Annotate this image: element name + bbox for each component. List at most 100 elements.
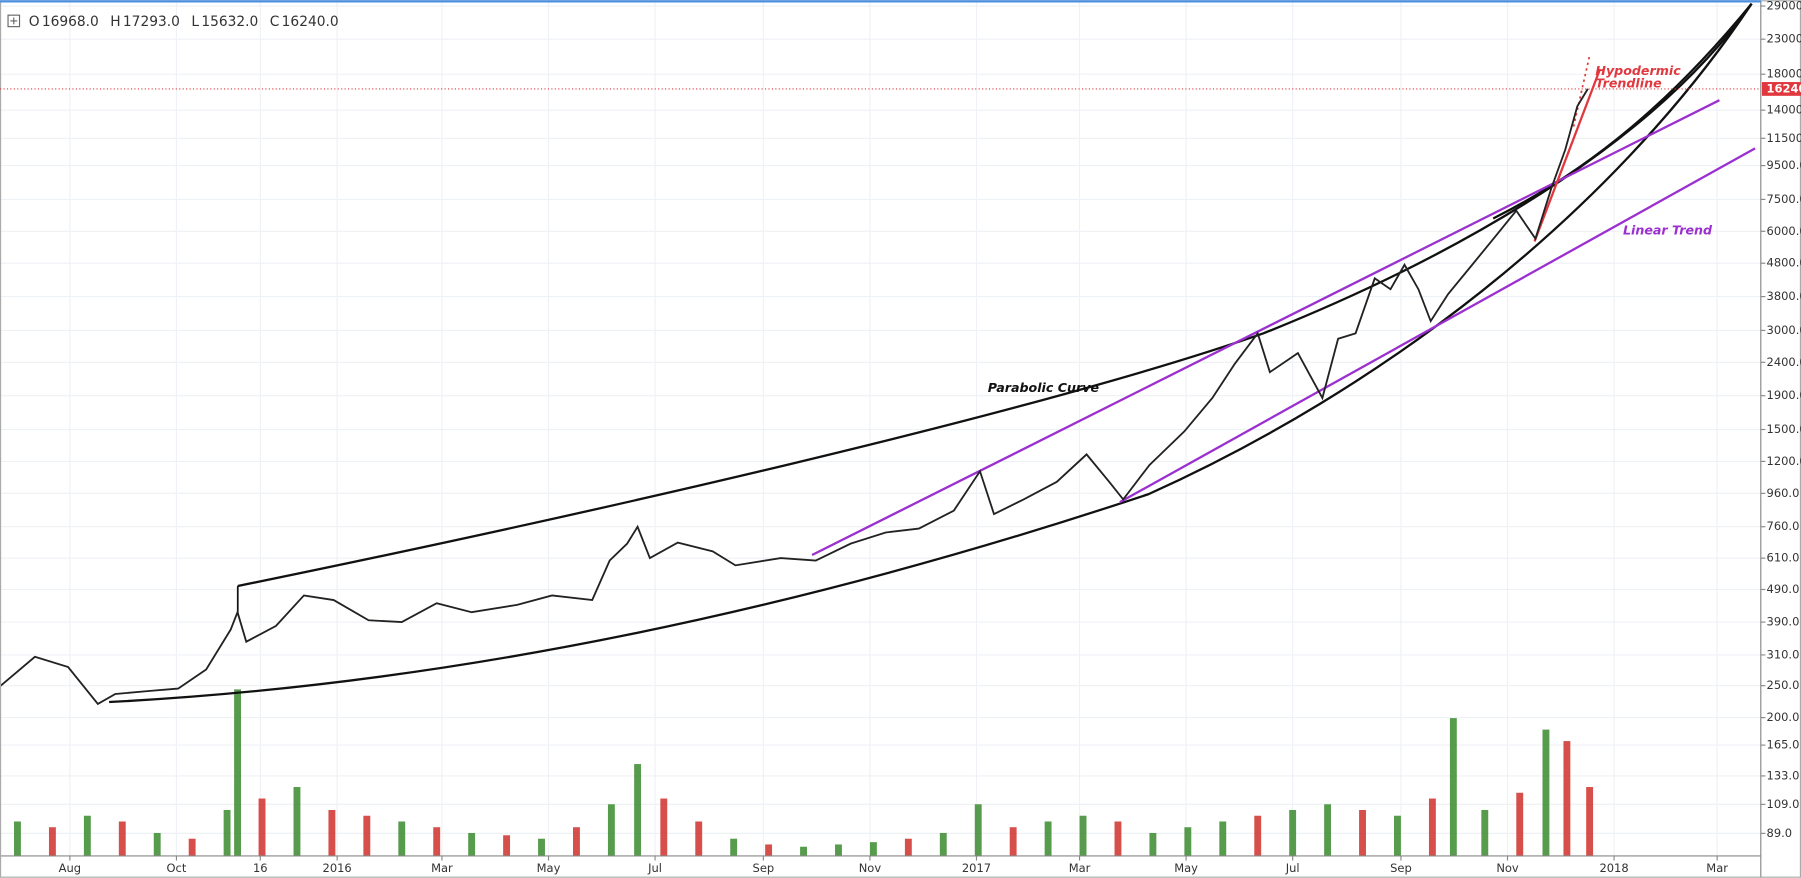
y-tick-label: 18000.0	[1767, 67, 1801, 81]
y-tick-label: 29000.0	[1767, 0, 1801, 13]
linear-trend-lower	[1119, 147, 1756, 504]
y-tick-label: 89.0	[1767, 826, 1793, 840]
volume-bar	[1449, 718, 1457, 856]
volume-bar	[118, 821, 126, 856]
x-tick-label: Mar	[1706, 861, 1728, 875]
y-tick-label: 9500.0	[1767, 158, 1801, 172]
y-tick-label: 7500.0	[1767, 192, 1801, 206]
volume-bar	[223, 809, 231, 856]
linear-trend-upper	[811, 99, 1720, 557]
volume-bar	[634, 764, 642, 856]
x-tick-label: Aug	[59, 861, 81, 875]
annotation: Trendline	[1595, 76, 1662, 91]
annotation: Parabolic Curve	[988, 380, 1100, 395]
x-tick-label: May	[1174, 861, 1198, 875]
y-tick-label: 1900.0	[1767, 388, 1801, 402]
y-tick-label: 960.0	[1767, 486, 1800, 500]
lower-curve	[109, 3, 1753, 704]
x-tick-label: Nov	[1496, 861, 1519, 875]
legend-key: C	[270, 14, 280, 30]
volume-bar	[939, 832, 947, 856]
legend-key: H	[110, 14, 120, 30]
x-tick-label: May	[537, 861, 561, 875]
volume-bar	[153, 832, 161, 856]
y-tick-label: 1200.0	[1767, 454, 1801, 468]
x-tick-label: Jul	[1285, 861, 1300, 875]
last-price-tag	[1761, 82, 1801, 96]
legend-icon[interactable]	[7, 14, 21, 28]
annotation: Hypodermic	[1595, 63, 1681, 78]
volume-bar	[1481, 809, 1489, 856]
volume-bar	[188, 838, 196, 856]
legend-key: O	[29, 14, 40, 30]
y-tick-label: 760.0	[1767, 519, 1800, 533]
volume-bar	[835, 844, 842, 856]
y-tick-label: 390.0	[1767, 615, 1800, 629]
y-tick-label: 6000.0	[1767, 224, 1801, 238]
volume-bar	[1184, 827, 1192, 856]
x-tick-label: Sep	[1390, 861, 1412, 875]
y-tick-label: 11500.0	[1767, 131, 1801, 145]
volume-bar	[1254, 815, 1262, 856]
volume-bar	[363, 815, 371, 856]
volume-bar	[660, 798, 668, 856]
y-tick-label: 109.0	[1767, 797, 1800, 811]
volume-bar	[1586, 787, 1594, 856]
volume-bar	[974, 804, 982, 856]
volume	[14, 689, 1594, 856]
y-tick-label: 490.0	[1767, 582, 1800, 596]
volume-bar	[765, 844, 773, 856]
y-tick-label: 1500.0	[1767, 422, 1801, 436]
last-price-label: 16240	[1767, 81, 1801, 95]
volume-bar	[800, 846, 807, 856]
price-line	[0, 88, 1589, 706]
x-tick-label: 2017	[962, 861, 991, 875]
y-tick-label: 3800.0	[1767, 289, 1801, 303]
x-tick-label: Mar	[431, 861, 453, 875]
x-tick-label: Sep	[753, 861, 775, 875]
volume-bar	[328, 809, 336, 856]
hypodermic-trendline	[1533, 68, 1602, 242]
volume-bar	[730, 838, 738, 856]
volume-bar	[904, 838, 912, 856]
volume-bar	[398, 821, 406, 856]
volume-bar	[234, 689, 242, 856]
volume-bar	[1079, 815, 1087, 856]
y-tick-label: 23000.0	[1767, 32, 1801, 46]
x-tick-label: 2018	[1599, 861, 1628, 875]
y-tick-label: 2400.0	[1767, 355, 1801, 369]
volume-bar	[1428, 798, 1436, 856]
volume-bar	[695, 821, 703, 856]
volume-bar	[1009, 827, 1017, 856]
legend-value: 15632.0	[201, 14, 258, 30]
legend-value: 17293.0	[123, 14, 180, 30]
y-tick-label: 133.0	[1767, 768, 1800, 782]
volume-bar	[1563, 741, 1571, 856]
grid	[0, 0, 1761, 856]
legend-key: L	[191, 14, 199, 30]
y-tick-label: 14000.0	[1767, 103, 1801, 117]
volume-bar	[1044, 821, 1052, 856]
volume-bar	[83, 815, 91, 856]
y-tick-label: 610.0	[1767, 551, 1800, 565]
volume-bar	[293, 787, 301, 856]
legend-value: 16240.0	[282, 14, 339, 30]
volume-bar	[14, 821, 21, 856]
volume-bar	[503, 835, 511, 856]
x-tick-label: Nov	[859, 861, 882, 875]
y-tick-label: 165.0	[1767, 738, 1800, 752]
parabolic-curve	[237, 3, 1753, 588]
volume-bar	[433, 827, 441, 856]
y-tick-label: 250.0	[1767, 678, 1800, 692]
volume-bar	[258, 798, 266, 856]
x-tick-label: 16	[253, 861, 268, 875]
volume-bar	[1542, 729, 1550, 856]
legend-value: 16968.0	[42, 14, 99, 30]
x-tick-label: Mar	[1069, 861, 1091, 875]
volume-bar	[869, 842, 877, 856]
volume-bar	[1394, 815, 1401, 856]
y-tick-label: 4800.0	[1767, 256, 1801, 270]
